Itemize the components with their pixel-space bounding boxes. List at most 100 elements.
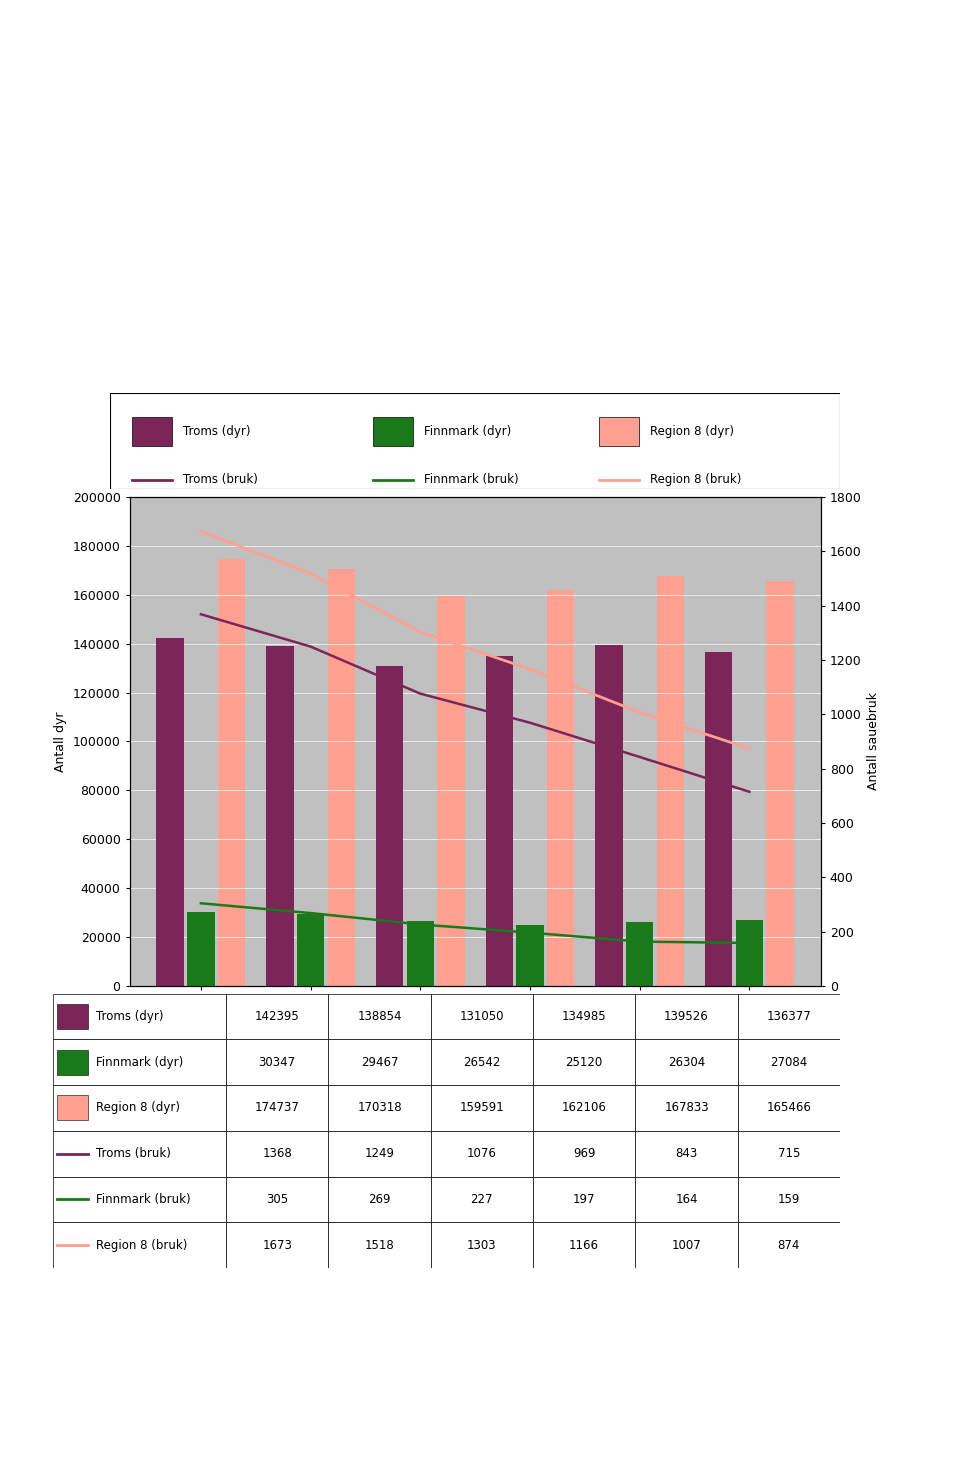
- Bar: [132, 417, 173, 446]
- Text: 197: 197: [573, 1192, 595, 1206]
- Text: 305: 305: [266, 1192, 288, 1206]
- Bar: [595, 645, 623, 986]
- Bar: [547, 590, 574, 986]
- Bar: [53, 1040, 226, 1086]
- Bar: [431, 1086, 533, 1130]
- Text: 165466: 165466: [766, 1102, 811, 1114]
- Text: Finnmark (bruk): Finnmark (bruk): [424, 473, 518, 486]
- Bar: [156, 638, 184, 986]
- Bar: [328, 994, 431, 1040]
- Text: Troms (bruk): Troms (bruk): [183, 473, 258, 486]
- Text: 134985: 134985: [562, 1010, 607, 1023]
- Bar: [407, 921, 434, 986]
- Bar: [327, 569, 355, 986]
- Bar: [533, 1086, 636, 1130]
- Text: Troms (dyr): Troms (dyr): [96, 1010, 163, 1023]
- Bar: [53, 1086, 226, 1130]
- Bar: [53, 1222, 226, 1268]
- Text: Finnmark (dyr): Finnmark (dyr): [424, 426, 512, 437]
- Bar: [486, 655, 513, 986]
- Text: 170318: 170318: [357, 1102, 402, 1114]
- Text: 874: 874: [778, 1238, 800, 1252]
- Bar: [636, 1222, 737, 1268]
- Bar: [636, 1176, 737, 1222]
- Bar: [187, 912, 215, 986]
- Text: 1166: 1166: [569, 1238, 599, 1252]
- Text: Finnmark (bruk): Finnmark (bruk): [96, 1192, 191, 1206]
- Text: Region 8 (bruk): Region 8 (bruk): [96, 1238, 187, 1252]
- Bar: [373, 417, 413, 446]
- Bar: [636, 994, 737, 1040]
- Bar: [533, 1130, 636, 1176]
- Text: 159591: 159591: [460, 1102, 504, 1114]
- Text: Finnmark (dyr): Finnmark (dyr): [96, 1056, 183, 1069]
- Bar: [328, 1222, 431, 1268]
- Bar: [599, 417, 639, 446]
- Bar: [705, 653, 732, 986]
- Text: 139526: 139526: [664, 1010, 708, 1023]
- Bar: [737, 1086, 840, 1130]
- Bar: [226, 994, 328, 1040]
- Bar: [328, 1176, 431, 1222]
- Bar: [226, 1176, 328, 1222]
- Bar: [328, 1130, 431, 1176]
- Bar: [516, 925, 543, 986]
- Text: Troms (bruk): Troms (bruk): [96, 1148, 171, 1160]
- Text: 843: 843: [676, 1148, 698, 1160]
- Bar: [57, 1004, 88, 1029]
- Text: 1673: 1673: [262, 1238, 292, 1252]
- Text: 1007: 1007: [672, 1238, 702, 1252]
- Text: 1518: 1518: [365, 1238, 395, 1252]
- Bar: [376, 666, 403, 986]
- Bar: [226, 1222, 328, 1268]
- Text: 26304: 26304: [668, 1056, 706, 1069]
- Bar: [328, 1086, 431, 1130]
- Bar: [737, 1222, 840, 1268]
- Bar: [431, 1130, 533, 1176]
- Bar: [626, 922, 654, 986]
- Text: 138854: 138854: [357, 1010, 401, 1023]
- Bar: [431, 994, 533, 1040]
- Text: 131050: 131050: [460, 1010, 504, 1023]
- Bar: [438, 596, 465, 986]
- Text: 1368: 1368: [262, 1148, 292, 1160]
- Bar: [636, 1086, 737, 1130]
- Text: 30347: 30347: [258, 1056, 296, 1069]
- Y-axis label: Antall dyr: Antall dyr: [54, 712, 67, 771]
- Bar: [431, 1040, 533, 1086]
- Text: 269: 269: [369, 1192, 391, 1206]
- Text: Region 8 (dyr): Region 8 (dyr): [96, 1102, 180, 1114]
- Bar: [657, 575, 684, 986]
- Bar: [53, 1176, 226, 1222]
- Text: 164: 164: [675, 1192, 698, 1206]
- Bar: [226, 1040, 328, 1086]
- Bar: [737, 994, 840, 1040]
- Bar: [533, 1222, 636, 1268]
- Bar: [636, 1130, 737, 1176]
- Bar: [735, 919, 763, 986]
- Text: 136377: 136377: [766, 1010, 811, 1023]
- Bar: [226, 1130, 328, 1176]
- Y-axis label: Antall sauebruk: Antall sauebruk: [867, 693, 880, 790]
- Bar: [431, 1222, 533, 1268]
- Text: 1303: 1303: [467, 1238, 496, 1252]
- Bar: [57, 1096, 88, 1121]
- Text: Region 8 (bruk): Region 8 (bruk): [650, 473, 742, 486]
- Bar: [737, 1130, 840, 1176]
- Bar: [636, 1040, 737, 1086]
- Bar: [737, 1040, 840, 1086]
- Bar: [57, 1050, 88, 1075]
- Bar: [297, 914, 324, 986]
- Text: 162106: 162106: [562, 1102, 607, 1114]
- Text: 969: 969: [573, 1148, 595, 1160]
- Bar: [533, 1176, 636, 1222]
- Text: 29467: 29467: [361, 1056, 398, 1069]
- Bar: [737, 1176, 840, 1222]
- Text: 715: 715: [778, 1148, 800, 1160]
- Text: 25120: 25120: [565, 1056, 603, 1069]
- Text: 142395: 142395: [254, 1010, 300, 1023]
- Text: 1076: 1076: [467, 1148, 496, 1160]
- Bar: [218, 559, 246, 986]
- Text: Troms (dyr): Troms (dyr): [183, 426, 251, 437]
- Bar: [53, 994, 226, 1040]
